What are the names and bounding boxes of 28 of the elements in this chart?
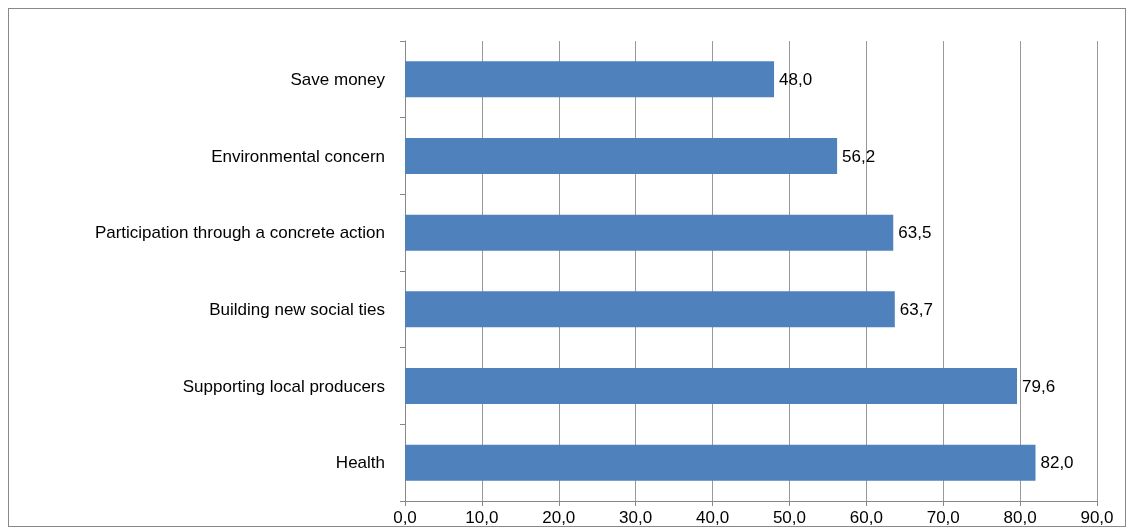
- data-label: 79,6: [1022, 376, 1056, 396]
- x-tick-label: 60,0: [849, 508, 883, 527]
- bar: [405, 291, 895, 328]
- x-tick-label: 70,0: [926, 508, 960, 527]
- x-tick-label: 0,0: [393, 508, 417, 527]
- x-tick-label: 40,0: [696, 508, 730, 527]
- bar: [405, 214, 894, 251]
- y-tick-label: Environmental concern: [211, 146, 385, 166]
- bar: [405, 137, 838, 175]
- x-tick-label: 90,0: [1080, 508, 1114, 527]
- bar: [405, 367, 1018, 405]
- data-label: 63,7: [899, 299, 933, 319]
- bar: [405, 444, 1036, 481]
- x-tick-label: 20,0: [542, 508, 576, 527]
- y-tick-label: Health: [335, 453, 385, 473]
- x-tick-label: 50,0: [772, 508, 806, 527]
- data-label: 82,0: [1040, 453, 1074, 473]
- data-label: 48,0: [779, 69, 813, 89]
- x-tick-label: 10,0: [465, 508, 499, 527]
- y-tick-label: Participation through a concrete action: [94, 223, 385, 243]
- y-tick-label: Building new social ties: [209, 299, 385, 319]
- x-tick-label: 30,0: [619, 508, 653, 527]
- data-label: 63,5: [898, 223, 932, 243]
- bar: [405, 61, 775, 98]
- y-tick-label: Save money: [290, 69, 386, 89]
- y-tick-label: Supporting local producers: [182, 376, 385, 396]
- data-label: 56,2: [842, 146, 876, 166]
- x-tick-label: 80,0: [1003, 508, 1037, 527]
